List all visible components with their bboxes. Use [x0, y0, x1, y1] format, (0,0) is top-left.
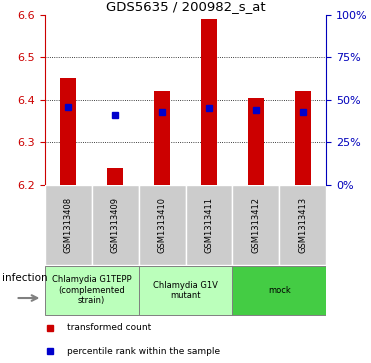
Text: infection: infection — [2, 273, 48, 283]
Bar — [92, 185, 138, 265]
Text: GSM1313409: GSM1313409 — [111, 197, 119, 253]
Text: GSM1313412: GSM1313412 — [252, 197, 260, 253]
Text: Chlamydia G1V
mutant: Chlamydia G1V mutant — [153, 281, 218, 300]
Text: transformed count: transformed count — [67, 323, 151, 332]
Text: GSM1313413: GSM1313413 — [299, 197, 308, 253]
Text: GSM1313410: GSM1313410 — [158, 197, 167, 253]
Bar — [233, 266, 326, 315]
Bar — [201, 19, 217, 185]
Bar — [248, 98, 264, 185]
Bar — [279, 185, 326, 265]
Text: GSM1313408: GSM1313408 — [63, 197, 72, 253]
Text: mock: mock — [268, 286, 291, 295]
Bar — [45, 185, 92, 265]
Text: GSM1313411: GSM1313411 — [204, 197, 213, 253]
Bar — [138, 185, 186, 265]
Bar — [233, 185, 279, 265]
Bar — [107, 168, 123, 185]
Bar — [154, 91, 170, 185]
Bar — [138, 266, 233, 315]
Bar — [295, 91, 311, 185]
Text: percentile rank within the sample: percentile rank within the sample — [67, 347, 220, 356]
Bar — [60, 78, 76, 185]
Title: GDS5635 / 200982_s_at: GDS5635 / 200982_s_at — [106, 0, 265, 13]
Text: Chlamydia G1TEPP
(complemented
strain): Chlamydia G1TEPP (complemented strain) — [52, 276, 131, 305]
Bar — [45, 266, 138, 315]
Bar — [186, 185, 233, 265]
